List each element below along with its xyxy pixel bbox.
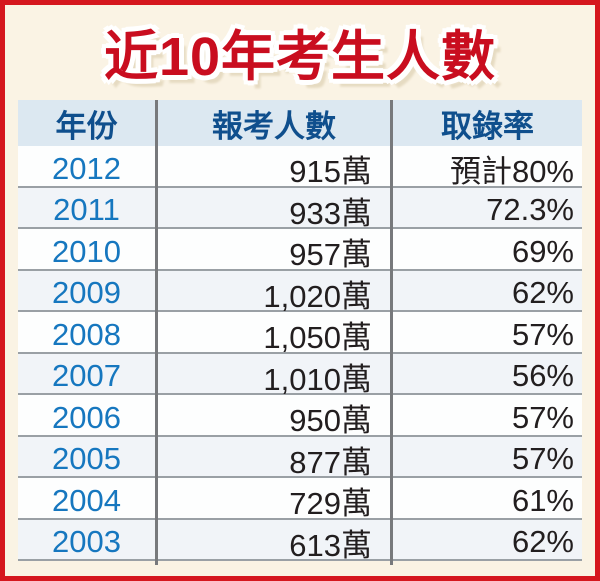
rate-cell: 57%	[511, 316, 574, 352]
applicants-cell: 1,020萬	[158, 270, 393, 316]
rate-cell: 56%	[511, 358, 574, 393]
year-cell: 2003	[18, 519, 158, 565]
rate-cell: 預計80%	[449, 154, 574, 189]
year-cell: 2009	[18, 270, 158, 316]
column-header-applicants: 報考人數	[158, 100, 393, 146]
year-cell: 2005	[18, 436, 158, 482]
rate-cell: 62%	[511, 524, 574, 559]
table-row: 2004 729萬 61%	[18, 476, 582, 523]
rate-cell: 62%	[511, 275, 574, 310]
rate-cell: 72.3%	[486, 192, 574, 227]
rate-cell: 57%	[511, 441, 574, 476]
year-cell: 2012	[18, 146, 158, 191]
rate-cell: 57%	[511, 399, 574, 435]
table-row: 2003 613萬 62%	[18, 517, 582, 565]
table-row: 2012 915萬 預計80%	[18, 146, 582, 191]
rate-cell: 61%	[511, 482, 574, 518]
applicants-cell: 1,050萬	[158, 312, 393, 357]
column-header-year: 年份	[18, 100, 158, 146]
applicants-cell: 1,010萬	[158, 353, 393, 399]
applicants-cell: 950萬	[158, 395, 393, 440]
applicants-cell: 933萬	[158, 187, 393, 233]
table-row: 2007 1,010萬 56%	[18, 351, 582, 399]
year-cell: 2008	[18, 312, 158, 357]
table-row: 2008 1,050萬 57%	[18, 310, 582, 357]
applicants-cell: 729萬	[158, 478, 393, 523]
applicants-cell: 915萬	[158, 146, 393, 191]
table-body: 2012 915萬 預計80% 2011 933萬 72.3% 2010 957萬 69% 200…	[18, 146, 582, 565]
candidates-table: 年份 報考人數 取錄率 2012 915萬 預計80% 2011 933萬 72.3% 20…	[18, 100, 582, 565]
table-row: 2006 950萬 57%	[18, 393, 582, 440]
applicants-cell: 877萬	[158, 436, 393, 482]
applicants-cell: 613萬	[158, 519, 393, 565]
table-row: 2010 957萬 69%	[18, 227, 582, 274]
table-header-row: 年份 報考人數 取錄率	[18, 100, 582, 146]
page-title: 近10年考生人數	[103, 27, 497, 87]
year-cell: 2010	[18, 229, 158, 274]
table-row: 2009 1,020萬 62%	[18, 268, 582, 316]
year-cell: 2004	[18, 478, 158, 523]
column-header-admission-rate: 取錄率	[441, 108, 534, 144]
year-cell: 2006	[18, 395, 158, 440]
year-cell: 2007	[18, 353, 158, 399]
table-row: 2005 877萬 57%	[18, 434, 582, 482]
table-row: 2011 933萬 72.3%	[18, 185, 582, 233]
year-cell: 2011	[18, 187, 158, 233]
rate-cell: 69%	[511, 233, 574, 269]
applicants-cell: 957萬	[158, 229, 393, 274]
